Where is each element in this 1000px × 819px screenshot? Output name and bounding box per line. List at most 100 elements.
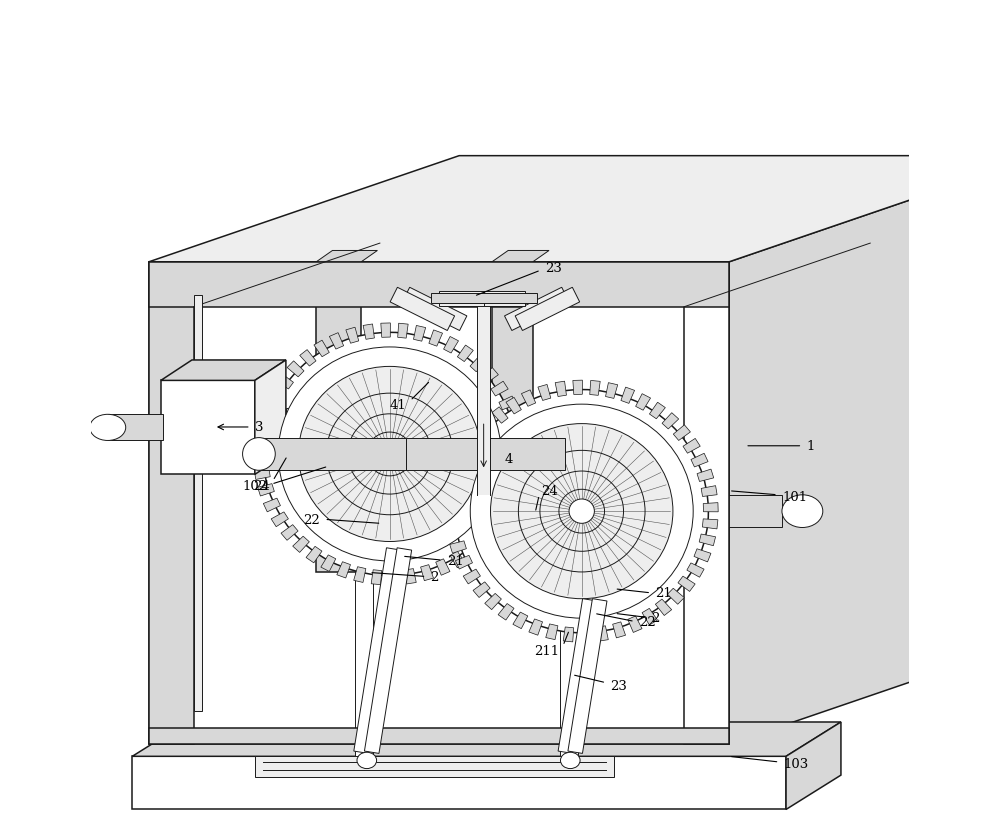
Bar <box>108 414 163 441</box>
Polygon shape <box>287 361 304 378</box>
Polygon shape <box>405 569 416 584</box>
Polygon shape <box>402 288 467 331</box>
Polygon shape <box>502 492 519 505</box>
Polygon shape <box>558 599 597 753</box>
Bar <box>316 263 361 572</box>
Polygon shape <box>555 382 566 397</box>
Bar <box>132 757 786 809</box>
Bar <box>477 299 490 495</box>
Bar <box>161 381 255 475</box>
Text: 101: 101 <box>782 491 807 504</box>
Polygon shape <box>786 722 841 809</box>
Polygon shape <box>444 337 459 354</box>
Polygon shape <box>628 616 642 632</box>
Polygon shape <box>398 324 408 339</box>
Polygon shape <box>649 403 665 419</box>
Bar <box>560 572 578 757</box>
Ellipse shape <box>377 442 402 467</box>
Polygon shape <box>509 429 525 440</box>
Polygon shape <box>573 381 582 395</box>
Polygon shape <box>563 627 574 642</box>
Polygon shape <box>371 570 382 585</box>
Polygon shape <box>486 519 503 535</box>
Text: 102: 102 <box>242 480 267 493</box>
Polygon shape <box>703 503 718 512</box>
Polygon shape <box>581 628 591 642</box>
Polygon shape <box>337 562 350 578</box>
Polygon shape <box>448 477 464 489</box>
Polygon shape <box>446 494 461 504</box>
Polygon shape <box>546 624 558 640</box>
Polygon shape <box>702 519 718 529</box>
Bar <box>492 263 533 572</box>
Polygon shape <box>390 288 455 331</box>
Polygon shape <box>560 566 583 572</box>
Bar <box>684 263 729 744</box>
Polygon shape <box>613 622 626 638</box>
Polygon shape <box>276 374 293 390</box>
Ellipse shape <box>298 367 481 542</box>
Polygon shape <box>455 555 472 569</box>
Polygon shape <box>253 454 268 463</box>
Polygon shape <box>521 391 536 407</box>
Text: 2: 2 <box>651 611 660 624</box>
Ellipse shape <box>569 500 594 523</box>
Polygon shape <box>132 722 841 757</box>
Polygon shape <box>673 425 690 441</box>
Polygon shape <box>505 413 522 425</box>
Polygon shape <box>149 156 1000 263</box>
Polygon shape <box>510 462 526 472</box>
Polygon shape <box>506 398 521 414</box>
Polygon shape <box>389 571 399 586</box>
Polygon shape <box>475 532 492 547</box>
Polygon shape <box>484 292 525 306</box>
Polygon shape <box>511 446 526 455</box>
Polygon shape <box>492 251 549 263</box>
Bar <box>574 495 721 528</box>
Polygon shape <box>678 577 695 591</box>
Polygon shape <box>481 369 498 384</box>
Polygon shape <box>355 566 379 572</box>
Polygon shape <box>263 499 280 512</box>
Polygon shape <box>457 346 473 362</box>
Polygon shape <box>694 549 711 562</box>
Ellipse shape <box>470 405 693 618</box>
Polygon shape <box>321 555 336 572</box>
Bar <box>149 263 729 744</box>
Polygon shape <box>606 383 618 399</box>
Polygon shape <box>468 432 485 446</box>
Polygon shape <box>691 454 708 468</box>
Polygon shape <box>513 613 528 629</box>
Polygon shape <box>590 381 600 396</box>
Ellipse shape <box>90 414 126 441</box>
Polygon shape <box>445 511 460 520</box>
Polygon shape <box>281 525 298 541</box>
Polygon shape <box>621 387 635 404</box>
Text: 3: 3 <box>255 421 263 434</box>
Bar <box>149 263 194 744</box>
Bar <box>149 728 729 744</box>
Bar <box>406 438 565 471</box>
Text: 1: 1 <box>806 440 815 453</box>
Ellipse shape <box>278 347 501 561</box>
Polygon shape <box>505 288 569 331</box>
Ellipse shape <box>357 753 377 769</box>
Text: 2: 2 <box>431 570 439 583</box>
Polygon shape <box>463 542 480 559</box>
Polygon shape <box>515 288 580 331</box>
Polygon shape <box>479 419 496 435</box>
Polygon shape <box>260 404 277 417</box>
Polygon shape <box>463 569 480 584</box>
Polygon shape <box>662 413 679 429</box>
Text: 21: 21 <box>655 586 672 600</box>
Polygon shape <box>491 382 508 396</box>
Polygon shape <box>697 469 714 482</box>
Text: 24: 24 <box>541 485 558 498</box>
Text: 211: 211 <box>535 644 560 657</box>
Polygon shape <box>429 331 443 346</box>
Polygon shape <box>450 551 465 568</box>
Polygon shape <box>346 328 359 344</box>
Bar <box>684 495 782 528</box>
Text: 23: 23 <box>610 679 627 692</box>
Polygon shape <box>459 446 477 459</box>
